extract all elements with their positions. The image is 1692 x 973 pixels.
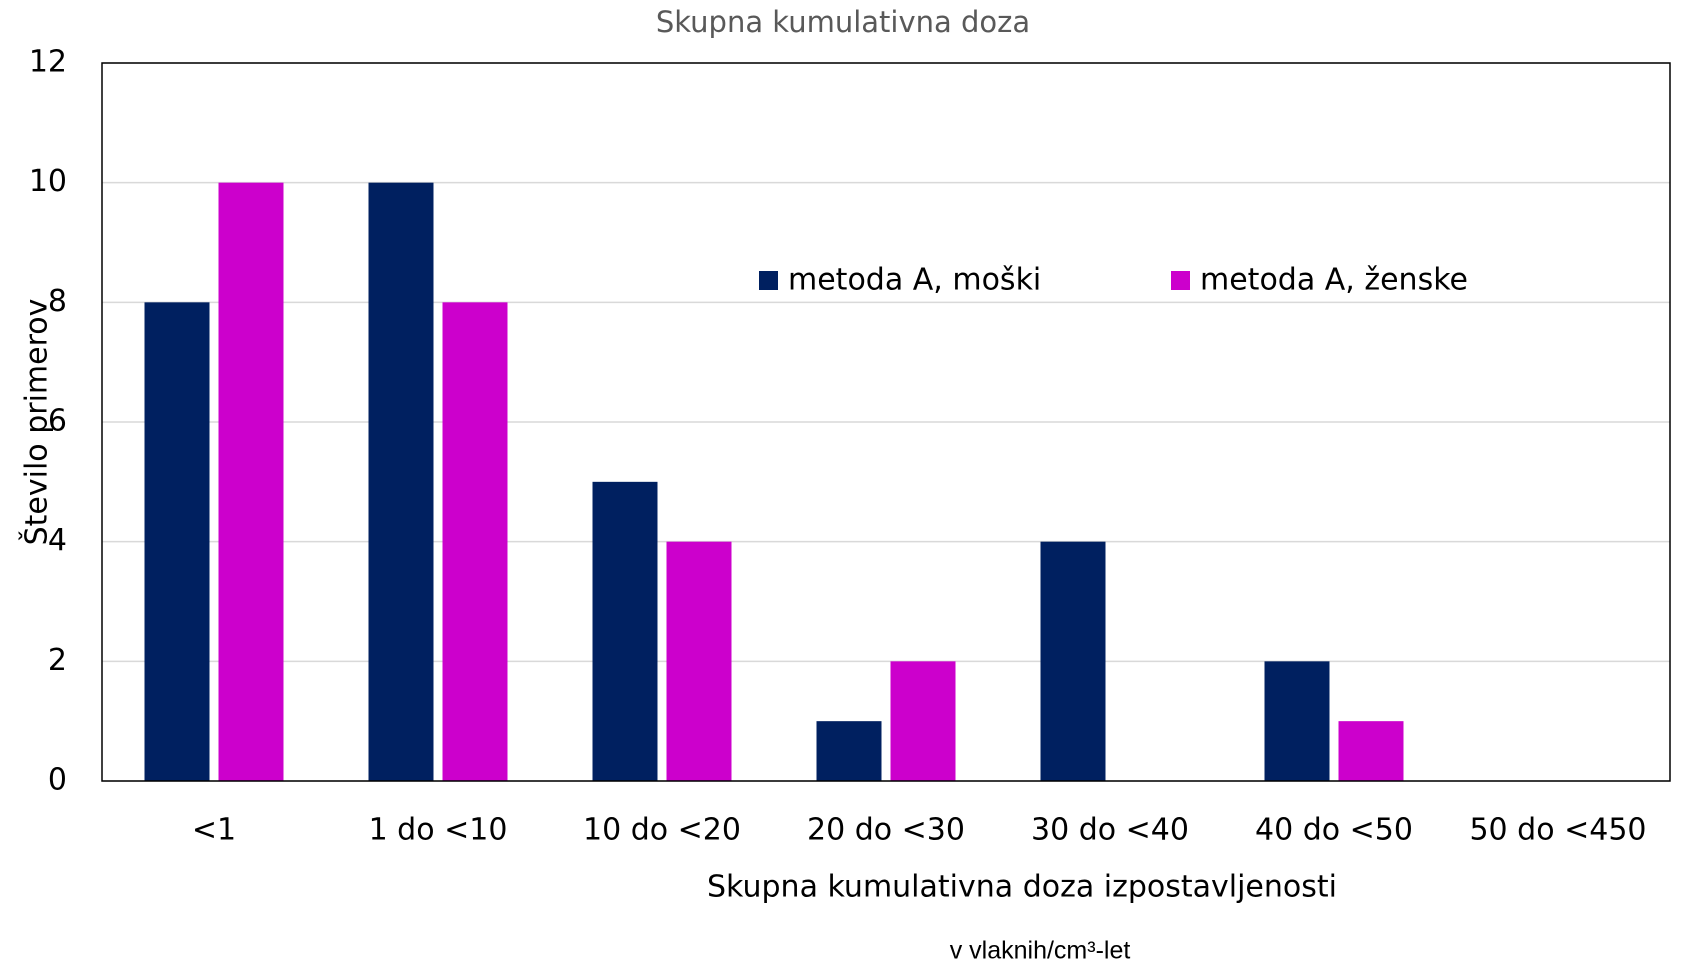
x-tick-label: 1 do <10	[369, 813, 508, 848]
bar	[442, 302, 508, 781]
y-tick-label: 6	[48, 404, 67, 439]
x-tick-label: 40 do <50	[1255, 813, 1413, 848]
y-tick-label: 0	[48, 763, 67, 798]
legend-label: metoda A, moški	[788, 263, 1041, 298]
y-tick-label: 8	[48, 284, 67, 319]
bar	[816, 721, 882, 781]
bar	[1264, 661, 1330, 781]
legend-label: metoda A, ženske	[1200, 263, 1468, 298]
legend-swatch	[1171, 271, 1190, 290]
y-tick-label: 2	[48, 643, 67, 678]
bar	[890, 661, 956, 781]
y-axis-label: Število primerov	[18, 299, 55, 546]
x-tick-label: 30 do <40	[1031, 813, 1189, 848]
x-axis-unit: v vlaknih/cm³-let	[950, 937, 1131, 965]
y-tick-label: 12	[29, 45, 67, 80]
x-axis-label: Skupna kumulativna doza izpostavljenosti	[707, 870, 1337, 905]
bar	[666, 541, 732, 781]
y-tick-label: 10	[29, 164, 67, 199]
x-tick-label: 50 do <450	[1469, 813, 1646, 848]
bar	[1338, 721, 1404, 781]
legend-swatch	[759, 271, 778, 290]
y-tick-label: 4	[48, 523, 67, 558]
bar	[592, 481, 658, 781]
x-tick-label: 20 do <30	[807, 813, 965, 848]
x-tick-label: 10 do <20	[583, 813, 741, 848]
plot-frame	[101, 62, 1671, 782]
x-tick-label: <1	[192, 813, 236, 848]
bar	[144, 302, 210, 781]
bar	[218, 182, 284, 781]
bar	[368, 182, 434, 781]
bar	[1040, 541, 1106, 781]
chart-title: Skupna kumulativna doza	[656, 5, 1030, 39]
